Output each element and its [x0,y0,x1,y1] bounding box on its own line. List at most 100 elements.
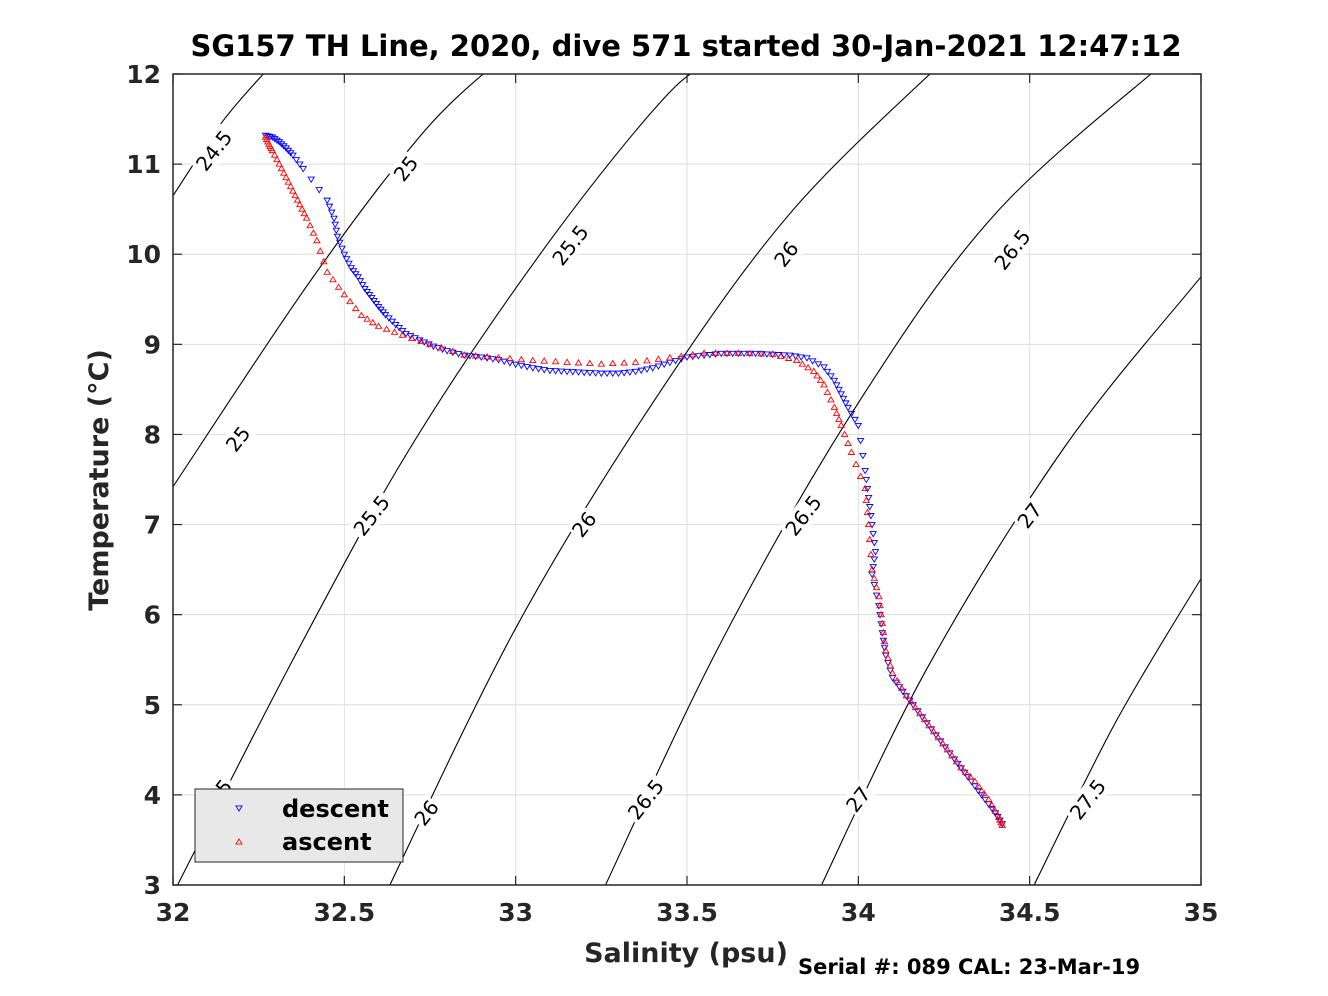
density-contour-line [173,74,484,488]
descent-point [844,404,852,412]
ascent-point [437,344,446,351]
descent-point [315,187,324,194]
ascent-point [291,191,300,199]
descent-point [361,285,369,293]
descent-point [540,367,549,374]
ascent-point [417,337,425,344]
contour-label-knockout [408,794,445,832]
descent-point [751,350,760,358]
y-tick-label: 5 [144,691,161,720]
descent-point [574,369,583,376]
descent-point [546,367,554,375]
descent-point [879,637,888,645]
descent-point [483,355,491,362]
ascent-point [768,350,777,357]
descent-point [372,300,381,308]
descent-point [862,477,871,484]
descent-point [270,136,279,143]
descent-point [728,350,737,358]
ascent-point [340,290,349,298]
descent-point [988,805,996,813]
ascent-point [363,315,372,322]
descent-point [477,354,486,361]
y-tick-label: 11 [126,150,161,179]
descent-point [448,349,457,357]
descent-point [608,370,617,378]
ascent-point [551,357,560,365]
ascent-point [792,356,801,364]
descent-point [471,353,480,361]
ascent-point [984,795,993,802]
ascent-point [813,371,822,379]
ascent-point [879,628,888,636]
ascent-point [313,236,321,244]
descent-point [454,351,463,358]
descent-point [466,353,474,360]
ascent-point [279,169,288,176]
serial-cal-footer: Serial #: 089 CAL: 23-Mar-19 [798,955,1140,979]
descent-point [563,368,571,376]
descent-point [338,245,346,253]
ascent-point [980,789,988,796]
descent-point [734,350,743,358]
x-tick-label: 33 [498,898,533,927]
descent-point [875,603,883,610]
ascent-point [991,807,1000,814]
descent-point [342,256,351,263]
descent-point [768,351,777,359]
ascent-point [925,721,934,729]
ascent-point [939,739,947,747]
descent-point [877,621,886,628]
ascent-point [865,535,874,543]
descent-point [351,271,360,278]
ascent-point [844,439,852,446]
y-axis-label: Temperature (°C) [84,349,115,611]
descent-point [869,531,878,538]
descent-point [854,422,863,430]
descent-point [823,368,832,376]
descent-point [631,368,640,376]
descent-point [511,361,520,369]
legend-box [194,788,404,863]
descent-point [683,354,691,361]
ascent-point [273,155,281,163]
legend-markers [235,805,243,845]
ascent-point [398,331,407,338]
descent-point [808,358,817,365]
ascent-point [316,247,325,254]
ascent-point [723,349,731,356]
descent-point [363,288,372,296]
descent-point [443,348,451,355]
y-tick-label: 3 [144,871,161,900]
descent-point [381,312,390,319]
ascent-point [804,363,812,371]
descent-point [528,365,537,372]
descent-point [648,365,657,372]
ascent-point [837,421,846,428]
descent-point [835,386,843,394]
contour-label-knockout [778,488,829,543]
ascent-point [776,352,785,359]
ascent-point [586,359,594,367]
contour-label-knockout [545,218,596,273]
ascent-point [863,508,872,516]
ascent-point [798,360,807,367]
descent-point [323,197,332,205]
descent-point [694,353,703,360]
ascent-point [654,355,663,362]
descent-point [488,356,497,363]
contour-label-knockout [220,420,257,458]
ascent-point [745,349,754,357]
ascent-point [643,356,651,364]
descent-point [717,350,726,358]
ascent-point [998,821,1007,829]
ascent-point [907,697,915,705]
descent-point [307,176,316,184]
legend-marker-ascent [235,838,243,845]
ascent-point [329,275,337,283]
descent-point [289,152,297,160]
density-contour-line [1033,578,1201,885]
ascent-point [757,350,766,357]
density-contours [173,74,1201,885]
ascent-point [426,340,434,347]
